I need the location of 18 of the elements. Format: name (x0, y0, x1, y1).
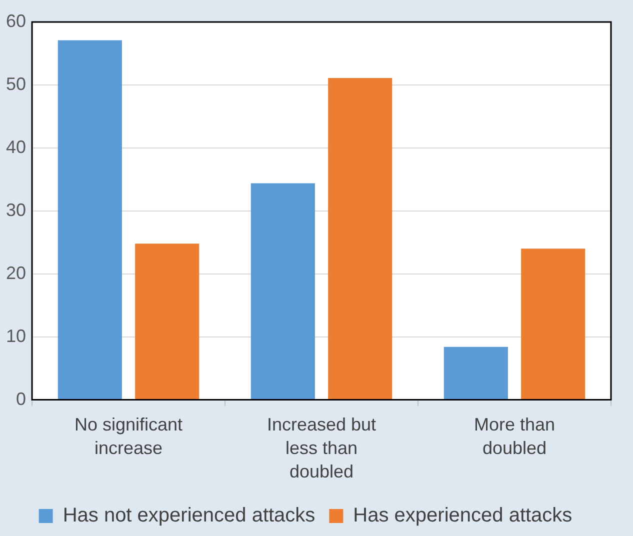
y-tick-label: 10 (6, 326, 26, 346)
bar (521, 248, 586, 400)
bar (444, 346, 508, 400)
bar (58, 40, 122, 400)
y-tick-label: 20 (6, 262, 26, 283)
legend-label: Has experienced attacks (353, 504, 572, 527)
y-tick-label: 0 (16, 388, 26, 409)
y-tick-label: 30 (6, 200, 26, 220)
bar (135, 244, 200, 400)
bar (328, 78, 392, 400)
y-tick-label: 50 (6, 74, 26, 94)
bar (250, 183, 315, 400)
x-tick-label: No significant increase (74, 414, 183, 458)
x-tick-label: More than doubled (474, 414, 556, 458)
legend-label: Has not experienced attacks (62, 504, 316, 527)
y-tick-label: 40 (6, 136, 26, 157)
x-tick-label: Increased but less than doubled (266, 414, 376, 482)
y-tick-label: 60 (6, 10, 26, 31)
